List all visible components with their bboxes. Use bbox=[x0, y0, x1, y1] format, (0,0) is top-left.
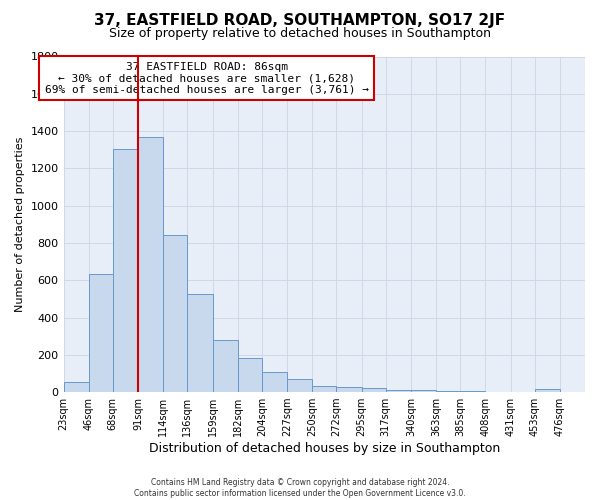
Bar bbox=[411, 390, 436, 392]
Bar bbox=[138, 136, 163, 392]
Text: 37, EASTFIELD ROAD, SOUTHAMPTON, SO17 2JF: 37, EASTFIELD ROAD, SOUTHAMPTON, SO17 2J… bbox=[94, 12, 506, 28]
Text: Size of property relative to detached houses in Southampton: Size of property relative to detached ho… bbox=[109, 28, 491, 40]
Bar bbox=[113, 149, 138, 392]
Bar bbox=[535, 390, 560, 392]
Text: Contains HM Land Registry data © Crown copyright and database right 2024.
Contai: Contains HM Land Registry data © Crown c… bbox=[134, 478, 466, 498]
Y-axis label: Number of detached properties: Number of detached properties bbox=[15, 136, 25, 312]
Bar bbox=[436, 390, 460, 392]
Bar bbox=[337, 388, 362, 392]
Bar bbox=[238, 358, 262, 392]
Bar bbox=[163, 236, 187, 392]
Bar bbox=[460, 391, 485, 392]
Bar bbox=[362, 388, 386, 392]
Bar bbox=[287, 380, 312, 392]
Bar bbox=[312, 386, 337, 392]
X-axis label: Distribution of detached houses by size in Southampton: Distribution of detached houses by size … bbox=[149, 442, 500, 455]
Bar bbox=[262, 372, 287, 392]
Bar bbox=[212, 340, 238, 392]
Bar bbox=[64, 382, 89, 392]
Bar bbox=[89, 274, 113, 392]
Bar bbox=[386, 390, 411, 392]
Bar bbox=[187, 294, 212, 392]
Text: 37 EASTFIELD ROAD: 86sqm
← 30% of detached houses are smaller (1,628)
69% of sem: 37 EASTFIELD ROAD: 86sqm ← 30% of detach… bbox=[45, 62, 369, 94]
